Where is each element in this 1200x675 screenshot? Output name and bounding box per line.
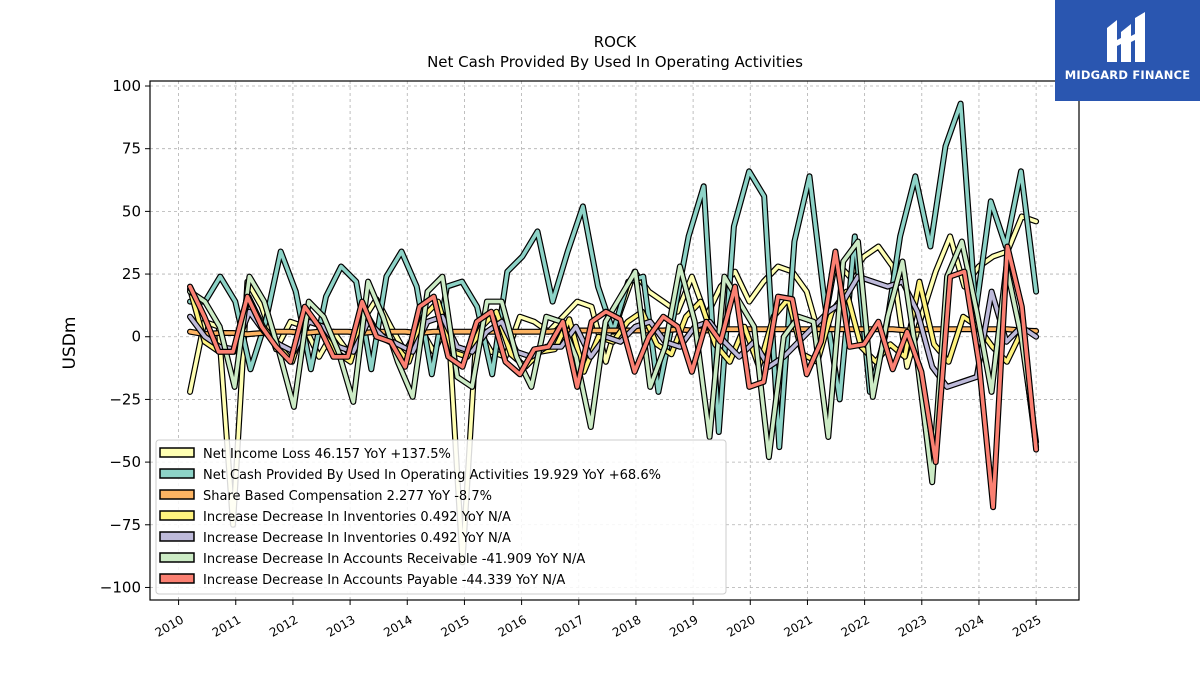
midgard-logo-icon [1107, 12, 1145, 62]
legend-label: Increase Decrease In Inventories 0.492 Y… [203, 531, 511, 546]
x-tick-label: 2016 [496, 612, 529, 639]
legend-label: Net Cash Provided By Used In Operating A… [203, 468, 661, 483]
chart-subtitle: Net Cash Provided By Used In Operating A… [427, 53, 803, 71]
y-tick-label: 100 [112, 77, 141, 95]
x-tick-label: 2014 [381, 612, 414, 639]
series-outline [187, 100, 1040, 451]
legend-label: Share Based Compensation 2.277 YoY -8.7% [203, 489, 492, 504]
y-tick-label: 50 [122, 202, 141, 220]
x-tick-label: 2015 [438, 612, 471, 639]
y-axis-label: USDm [60, 317, 80, 370]
legend-swatch [159, 489, 195, 500]
x-tick-label: 2025 [1010, 612, 1043, 639]
x-tick-label: 2018 [610, 612, 643, 639]
y-tick-label: −50 [109, 453, 141, 471]
series-group [187, 100, 1040, 566]
series-line [188, 239, 1038, 485]
legend-label: Increase Decrease In Inventories 0.492 Y… [203, 510, 511, 525]
y-ticks: 100 75 50 25 0 −25 −50 −75 −100 [100, 77, 150, 596]
y-tick-label: 0 [131, 328, 141, 346]
legend-label: Net Income Loss 46.157 YoY +137.5% [203, 447, 451, 462]
x-tick-label: 2022 [839, 612, 872, 639]
legend-box [155, 439, 727, 595]
legend: Net Income Loss 46.157 YoY +137.5% Net Ca… [155, 439, 727, 595]
legend-swatch [159, 552, 195, 563]
legend-swatch [159, 447, 195, 458]
x-tick-label: 2021 [781, 612, 814, 639]
x-ticks: 2010 2011 2012 2013 2014 2015 2016 2017 2018 2019… [153, 600, 1044, 640]
x-tick-label: 2024 [953, 612, 986, 639]
y-tick-label: −100 [100, 578, 141, 596]
y-tick-label: 25 [122, 265, 141, 283]
x-tick-label: 2019 [667, 612, 700, 639]
y-tick-label: −75 [109, 516, 141, 534]
x-tick-label: 2023 [896, 612, 929, 639]
legend-label: Increase Decrease In Accounts Payable -4… [203, 573, 565, 588]
plot-frame [149, 80, 1080, 601]
series-line [188, 244, 1038, 510]
legend-swatch [159, 510, 195, 521]
logo-text: MIDGARD FINANCE [1064, 68, 1191, 82]
x-tick-label: 2012 [267, 612, 300, 639]
x-tick-label: 2017 [553, 612, 586, 639]
legend-swatch [159, 531, 195, 542]
legend-swatch [159, 573, 195, 584]
brand-logo: MIDGARD FINANCE [1055, 0, 1200, 101]
legend-label: Increase Decrease In Accounts Receivable… [203, 552, 585, 567]
series-line [188, 101, 1038, 449]
y-tick-label: −25 [109, 390, 141, 408]
y-tick-label: 75 [122, 140, 141, 158]
legend-swatch [159, 468, 195, 479]
chart-title: ROCK [594, 33, 638, 51]
x-tick-label: 2010 [153, 612, 186, 639]
x-tick-label: 2013 [324, 612, 357, 639]
x-tick-label: 2011 [210, 612, 243, 639]
x-tick-label: 2020 [724, 612, 757, 639]
